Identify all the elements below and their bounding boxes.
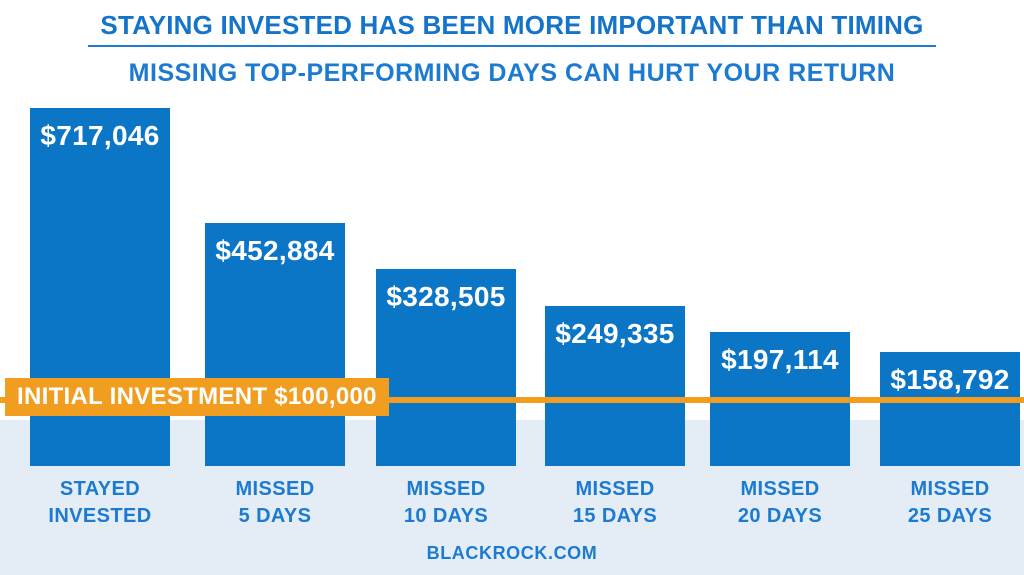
bar-value-label: $717,046 [40, 120, 160, 151]
category-label-line: MISSED [910, 478, 990, 500]
bar-value-label: $197,114 [721, 344, 839, 375]
bar-missed-25-days: $158,792 [880, 352, 1020, 466]
chart-subtitle: MISSING TOP-PERFORMING DAYS CAN HURT YOU… [128, 59, 896, 87]
title-underline [88, 45, 936, 47]
category-label-line: 20 DAYS [737, 505, 823, 527]
bar-value-label: $249,335 [555, 318, 675, 349]
category-label-line: MISSED [406, 478, 486, 500]
bar-missed-5-days: $452,884 [205, 223, 345, 466]
category-label-line: 25 DAYS [907, 505, 993, 527]
chart-title: STAYING INVESTED HAS BEEN MORE IMPORTANT… [100, 10, 924, 40]
category-label-line: 5 DAYS [238, 505, 312, 527]
source-text: BLACKROCK.COM [426, 543, 598, 563]
category-label-stayed-invested: STAYED INVESTED [48, 476, 151, 530]
category-label-missed-20-days: MISSED 20 DAYS [738, 476, 822, 530]
category-label-missed-5-days: MISSED 5 DAYS [235, 476, 314, 530]
category-label-line: MISSED [740, 478, 820, 500]
initial-investment-line [0, 397, 1024, 403]
category-label-missed-25-days: MISSED 25 DAYS [908, 476, 992, 530]
bar-missed-15-days: $249,335 [545, 306, 685, 466]
bar-value-label: $328,505 [386, 281, 506, 312]
category-label-line: MISSED [235, 478, 315, 500]
category-label-missed-15-days: MISSED 15 DAYS [573, 476, 657, 530]
category-label-missed-10-days: MISSED 10 DAYS [404, 476, 488, 530]
category-label-line: 10 DAYS [403, 505, 489, 527]
category-label-line: 15 DAYS [572, 505, 658, 527]
category-label-line: STAYED [59, 478, 141, 500]
category-label-line: INVESTED [48, 505, 152, 527]
bar-value-label: $452,884 [215, 235, 335, 266]
bar-missed-10-days: $328,505 [376, 269, 516, 466]
initial-investment-label: INITIAL INVESTMENT $100,000 [5, 378, 389, 416]
bar-value-label: $158,792 [890, 364, 1010, 395]
category-label-line: MISSED [575, 478, 655, 500]
